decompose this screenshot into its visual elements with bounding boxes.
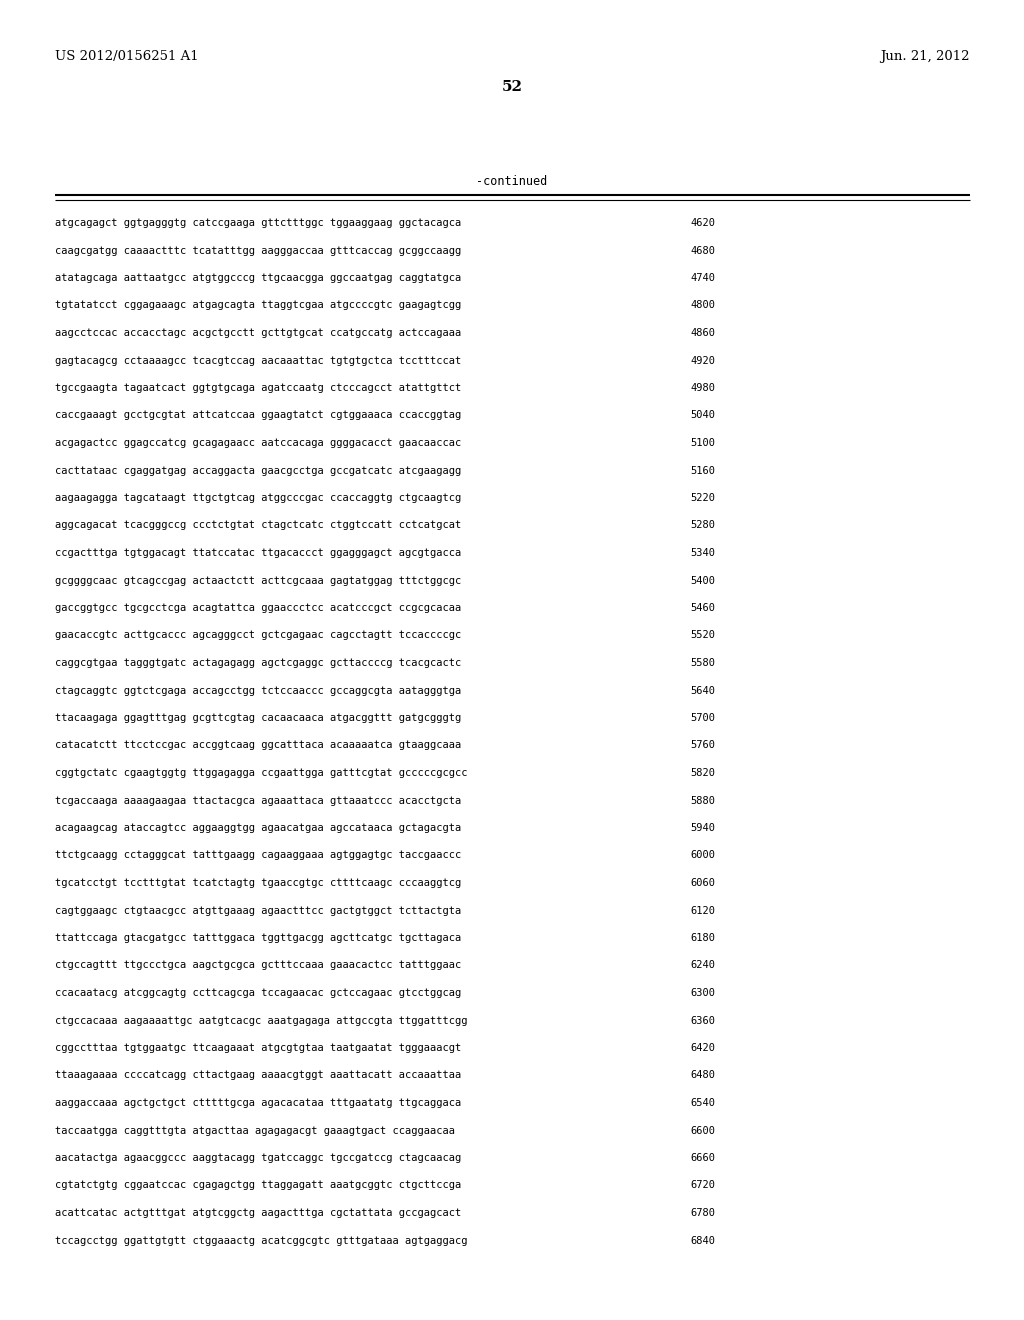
Text: 5760: 5760	[690, 741, 715, 751]
Text: aaggaccaaa agctgctgct ctttttgcga agacacataa tttgaatatg ttgcaggaca: aaggaccaaa agctgctgct ctttttgcga agacaca…	[55, 1098, 461, 1107]
Text: 5400: 5400	[690, 576, 715, 586]
Text: cgtatctgtg cggaatccac cgagagctgg ttaggagatt aaatgcggtc ctgcttccga: cgtatctgtg cggaatccac cgagagctgg ttaggag…	[55, 1180, 461, 1191]
Text: aagcctccac accacctagc acgctgcctt gcttgtgcat ccatgccatg actccagaaa: aagcctccac accacctagc acgctgcctt gcttgtg…	[55, 327, 461, 338]
Text: 4920: 4920	[690, 355, 715, 366]
Text: gagtacagcg cctaaaagcc tcacgtccag aacaaattac tgtgtgctca tcctttccat: gagtacagcg cctaaaagcc tcacgtccag aacaaat…	[55, 355, 461, 366]
Text: ctgccagttt ttgccctgca aagctgcgca gctttccaaa gaaacactcc tatttggaac: ctgccagttt ttgccctgca aagctgcgca gctttcc…	[55, 961, 461, 970]
Text: caggcgtgaa tagggtgatc actagagagg agctcgaggc gcttaccccg tcacgcactc: caggcgtgaa tagggtgatc actagagagg agctcga…	[55, 657, 461, 668]
Text: acattcatac actgtttgat atgtcggctg aagactttga cgctattata gccgagcact: acattcatac actgtttgat atgtcggctg aagactt…	[55, 1208, 461, 1218]
Text: tgccgaagta tagaatcact ggtgtgcaga agatccaatg ctcccagcct atattgttct: tgccgaagta tagaatcact ggtgtgcaga agatcca…	[55, 383, 461, 393]
Text: 6840: 6840	[690, 1236, 715, 1246]
Text: 5280: 5280	[690, 520, 715, 531]
Text: aagaagagga tagcataagt ttgctgtcag atggcccgac ccaccaggtg ctgcaagtcg: aagaagagga tagcataagt ttgctgtcag atggccc…	[55, 492, 461, 503]
Text: 4680: 4680	[690, 246, 715, 256]
Text: cagtggaagc ctgtaacgcc atgttgaaag agaactttcc gactgtggct tcttactgta: cagtggaagc ctgtaacgcc atgttgaaag agaactt…	[55, 906, 461, 916]
Text: 4800: 4800	[690, 301, 715, 310]
Text: atatagcaga aattaatgcc atgtggcccg ttgcaacgga ggccaatgag caggtatgca: atatagcaga aattaatgcc atgtggcccg ttgcaac…	[55, 273, 461, 282]
Text: 6540: 6540	[690, 1098, 715, 1107]
Text: cggcctttaa tgtggaatgc ttcaagaaat atgcgtgtaa taatgaatat tgggaaacgt: cggcctttaa tgtggaatgc ttcaagaaat atgcgtg…	[55, 1043, 461, 1053]
Text: 4980: 4980	[690, 383, 715, 393]
Text: 6720: 6720	[690, 1180, 715, 1191]
Text: 5100: 5100	[690, 438, 715, 447]
Text: 4740: 4740	[690, 273, 715, 282]
Text: ccacaatacg atcggcagtg ccttcagcga tccagaacac gctccagaac gtcctggcag: ccacaatacg atcggcagtg ccttcagcga tccagaa…	[55, 987, 461, 998]
Text: 6000: 6000	[690, 850, 715, 861]
Text: cacttataac cgaggatgag accaggacta gaacgcctga gccgatcatc atcgaagagg: cacttataac cgaggatgag accaggacta gaacgcc…	[55, 466, 461, 475]
Text: tcgaccaaga aaaagaagaa ttactacgca agaaattaca gttaaatccc acacctgcta: tcgaccaaga aaaagaagaa ttactacgca agaaatt…	[55, 796, 461, 805]
Text: 6240: 6240	[690, 961, 715, 970]
Text: cggtgctatc cgaagtggtg ttggagagga ccgaattgga gatttcgtat gcccccgcgcc: cggtgctatc cgaagtggtg ttggagagga ccgaatt…	[55, 768, 468, 777]
Text: -continued: -continued	[476, 176, 548, 187]
Text: 6120: 6120	[690, 906, 715, 916]
Text: 6300: 6300	[690, 987, 715, 998]
Text: acagaagcag ataccagtcc aggaaggtgg agaacatgaa agccataaca gctagacgta: acagaagcag ataccagtcc aggaaggtgg agaacat…	[55, 822, 461, 833]
Text: 5940: 5940	[690, 822, 715, 833]
Text: 5220: 5220	[690, 492, 715, 503]
Text: 5580: 5580	[690, 657, 715, 668]
Text: 6780: 6780	[690, 1208, 715, 1218]
Text: 52: 52	[502, 81, 522, 94]
Text: atgcagagct ggtgagggtg catccgaaga gttctttggc tggaaggaag ggctacagca: atgcagagct ggtgagggtg catccgaaga gttcttt…	[55, 218, 461, 228]
Text: caagcgatgg caaaactttc tcatatttgg aagggaccaa gtttcaccag gcggccaagg: caagcgatgg caaaactttc tcatatttgg aagggac…	[55, 246, 461, 256]
Text: ttattccaga gtacgatgcc tatttggaca tggttgacgg agcttcatgc tgcttagaca: ttattccaga gtacgatgcc tatttggaca tggttga…	[55, 933, 461, 942]
Text: Jun. 21, 2012: Jun. 21, 2012	[881, 50, 970, 63]
Text: 6600: 6600	[690, 1126, 715, 1135]
Text: aacatactga agaacggccc aaggtacagg tgatccaggc tgccgatccg ctagcaacag: aacatactga agaacggccc aaggtacagg tgatcca…	[55, 1152, 461, 1163]
Text: gaccggtgcc tgcgcctcga acagtattca ggaaccctcc acatcccgct ccgcgcacaa: gaccggtgcc tgcgcctcga acagtattca ggaaccc…	[55, 603, 461, 612]
Text: US 2012/0156251 A1: US 2012/0156251 A1	[55, 50, 199, 63]
Text: 5520: 5520	[690, 631, 715, 640]
Text: 5460: 5460	[690, 603, 715, 612]
Text: 6180: 6180	[690, 933, 715, 942]
Text: 5700: 5700	[690, 713, 715, 723]
Text: 6360: 6360	[690, 1015, 715, 1026]
Text: tgcatcctgt tcctttgtat tcatctagtg tgaaccgtgc cttttcaagc cccaaggtcg: tgcatcctgt tcctttgtat tcatctagtg tgaaccg…	[55, 878, 461, 888]
Text: taccaatgga caggtttgta atgacttaa agagagacgt gaaagtgact ccaggaacaa: taccaatgga caggtttgta atgacttaa agagagac…	[55, 1126, 455, 1135]
Text: 6660: 6660	[690, 1152, 715, 1163]
Text: 5880: 5880	[690, 796, 715, 805]
Text: 5040: 5040	[690, 411, 715, 421]
Text: aggcagacat tcacgggccg ccctctgtat ctagctcatc ctggtccatt cctcatgcat: aggcagacat tcacgggccg ccctctgtat ctagctc…	[55, 520, 461, 531]
Text: ctagcaggtc ggtctcgaga accagcctgg tctccaaccc gccaggcgta aatagggtga: ctagcaggtc ggtctcgaga accagcctgg tctccaa…	[55, 685, 461, 696]
Text: 6060: 6060	[690, 878, 715, 888]
Text: 4860: 4860	[690, 327, 715, 338]
Text: catacatctt ttcctccgac accggtcaag ggcatttaca acaaaaatca gtaaggcaaa: catacatctt ttcctccgac accggtcaag ggcattt…	[55, 741, 461, 751]
Text: ccgactttga tgtggacagt ttatccatac ttgacaccct ggagggagct agcgtgacca: ccgactttga tgtggacagt ttatccatac ttgacac…	[55, 548, 461, 558]
Text: caccgaaagt gcctgcgtat attcatccaa ggaagtatct cgtggaaaca ccaccggtag: caccgaaagt gcctgcgtat attcatccaa ggaagta…	[55, 411, 461, 421]
Text: 5340: 5340	[690, 548, 715, 558]
Text: 6420: 6420	[690, 1043, 715, 1053]
Text: ttacaagaga ggagtttgag gcgttcgtag cacaacaaca atgacggttt gatgcgggtg: ttacaagaga ggagtttgag gcgttcgtag cacaaca…	[55, 713, 461, 723]
Text: gcggggcaac gtcagccgag actaactctt acttcgcaaa gagtatggag tttctggcgc: gcggggcaac gtcagccgag actaactctt acttcgc…	[55, 576, 461, 586]
Text: 4620: 4620	[690, 218, 715, 228]
Text: 5640: 5640	[690, 685, 715, 696]
Text: ttctgcaagg cctagggcat tatttgaagg cagaaggaaa agtggagtgc taccgaaccc: ttctgcaagg cctagggcat tatttgaagg cagaagg…	[55, 850, 461, 861]
Text: tccagcctgg ggattgtgtt ctggaaactg acatcggcgtc gtttgataaa agtgaggacg: tccagcctgg ggattgtgtt ctggaaactg acatcgg…	[55, 1236, 468, 1246]
Text: 5160: 5160	[690, 466, 715, 475]
Text: 5820: 5820	[690, 768, 715, 777]
Text: tgtatatcct cggagaaagc atgagcagta ttaggtcgaa atgccccgtc gaagagtcgg: tgtatatcct cggagaaagc atgagcagta ttaggtc…	[55, 301, 461, 310]
Text: ttaaagaaaa ccccatcagg cttactgaag aaaacgtggt aaattacatt accaaattaa: ttaaagaaaa ccccatcagg cttactgaag aaaacgt…	[55, 1071, 461, 1081]
Text: 6480: 6480	[690, 1071, 715, 1081]
Text: acgagactcc ggagccatcg gcagagaacc aatccacaga ggggacacct gaacaaccac: acgagactcc ggagccatcg gcagagaacc aatccac…	[55, 438, 461, 447]
Text: ctgccacaaa aagaaaattgc aatgtcacgc aaatgagaga attgccgta ttggatttcgg: ctgccacaaa aagaaaattgc aatgtcacgc aaatga…	[55, 1015, 468, 1026]
Text: gaacaccgtc acttgcaccc agcagggcct gctcgagaac cagcctagtt tccaccccgc: gaacaccgtc acttgcaccc agcagggcct gctcgag…	[55, 631, 461, 640]
